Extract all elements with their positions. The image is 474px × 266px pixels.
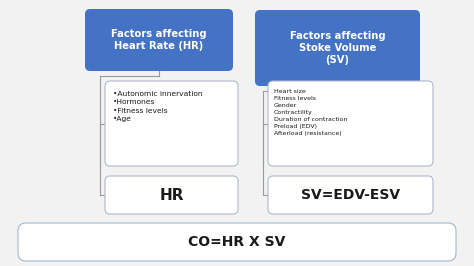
FancyBboxPatch shape [18,223,456,261]
FancyBboxPatch shape [85,9,233,71]
Text: Factors affecting
Stoke Volume
(SV): Factors affecting Stoke Volume (SV) [290,31,385,65]
Text: Heart size
Fitness levels
Gender
Contractility
Duration of contraction
Preload (: Heart size Fitness levels Gender Contrac… [274,89,347,136]
FancyBboxPatch shape [105,81,238,166]
FancyBboxPatch shape [268,176,433,214]
Text: CO=HR X SV: CO=HR X SV [188,235,286,249]
Text: HR: HR [159,188,184,202]
FancyBboxPatch shape [255,10,420,86]
Text: SV=EDV-ESV: SV=EDV-ESV [301,188,400,202]
Text: Factors affecting
Heart Rate (HR): Factors affecting Heart Rate (HR) [111,29,207,51]
Text: •Autonomic innervation
•Hormones
•Fitness levels
•Age: •Autonomic innervation •Hormones •Fitnes… [113,91,202,123]
FancyBboxPatch shape [105,176,238,214]
FancyBboxPatch shape [268,81,433,166]
